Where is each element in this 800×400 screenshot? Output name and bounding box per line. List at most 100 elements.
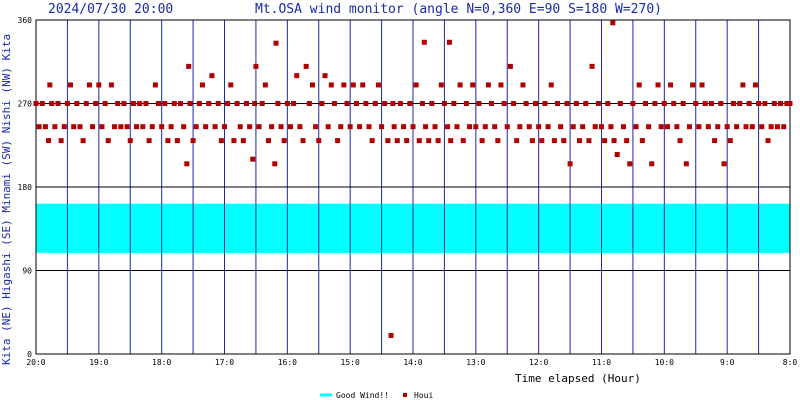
data-point — [171, 101, 177, 106]
x-tick-label: 18:0 — [152, 358, 171, 367]
data-point — [605, 101, 611, 106]
data-point — [485, 82, 491, 88]
data-point — [774, 124, 780, 130]
data-point — [64, 101, 70, 106]
data-point — [457, 82, 463, 88]
data-point — [121, 101, 127, 106]
data-point — [61, 124, 67, 130]
data-point — [319, 101, 325, 106]
data-point — [705, 124, 711, 130]
data-point — [86, 82, 92, 88]
data-point — [265, 138, 271, 144]
data-point — [168, 124, 174, 130]
data-point — [115, 101, 121, 106]
data-point — [602, 138, 608, 144]
x-tick-label: 14:0 — [403, 358, 422, 367]
data-point — [130, 101, 136, 106]
data-point — [287, 124, 293, 130]
data-point — [542, 101, 548, 106]
data-point — [350, 82, 356, 88]
data-point — [558, 124, 564, 130]
data-point — [523, 101, 529, 106]
data-point — [702, 101, 708, 106]
data-point — [614, 152, 620, 158]
data-point — [99, 124, 105, 130]
data-point — [108, 82, 114, 88]
data-point — [664, 124, 670, 130]
data-point — [127, 138, 133, 144]
data-point — [642, 101, 648, 106]
data-point — [68, 82, 74, 88]
data-point — [262, 82, 268, 88]
data-point — [633, 124, 639, 130]
data-point — [225, 101, 231, 106]
data-point — [599, 124, 604, 130]
x-tick-label: 10:0 — [655, 358, 674, 367]
data-point — [331, 101, 337, 106]
x-tick-label: 12:0 — [529, 358, 548, 367]
legend-houi-swatch — [403, 393, 407, 397]
data-point — [511, 101, 517, 106]
data-point — [231, 138, 237, 144]
data-point — [178, 101, 184, 106]
data-point — [36, 124, 42, 130]
data-point — [303, 63, 309, 69]
data-point — [215, 101, 221, 106]
data-point — [181, 124, 187, 130]
data-point — [228, 82, 234, 88]
data-point — [140, 124, 146, 130]
data-point — [83, 101, 89, 106]
data-point — [272, 161, 278, 167]
data-point — [693, 101, 699, 106]
plot-frame — [35, 19, 791, 355]
data-point — [655, 82, 661, 88]
data-point — [429, 101, 435, 106]
data-point — [620, 124, 626, 130]
data-point — [740, 82, 746, 88]
data-point — [636, 82, 642, 88]
header-datetime: 2024/07/30 20:00 — [48, 2, 173, 17]
data-point — [159, 124, 165, 130]
data-point — [203, 124, 209, 130]
data-point — [446, 39, 452, 45]
data-point — [787, 101, 793, 106]
data-point — [284, 101, 290, 106]
data-point — [652, 101, 658, 106]
data-point — [77, 124, 83, 130]
data-point — [470, 82, 476, 88]
data-point — [781, 124, 787, 130]
data-point — [699, 82, 705, 88]
data-point — [360, 82, 366, 88]
data-point — [200, 82, 206, 88]
data-point — [435, 138, 441, 144]
data-point — [586, 138, 592, 144]
data-point — [539, 138, 545, 144]
data-point — [71, 124, 77, 130]
data-point — [344, 101, 350, 106]
data-point — [218, 138, 224, 144]
data-point — [759, 124, 765, 130]
data-point — [507, 63, 513, 69]
data-point — [273, 40, 279, 46]
data-point — [206, 101, 212, 106]
data-point — [156, 101, 162, 106]
data-point — [33, 101, 39, 106]
data-point — [551, 138, 557, 144]
data-point — [721, 161, 727, 167]
data-point — [438, 82, 444, 88]
data-point — [416, 138, 422, 144]
data-point — [730, 101, 736, 106]
data-point — [589, 63, 595, 69]
data-point — [737, 101, 743, 106]
data-point — [646, 124, 652, 130]
data-point — [617, 101, 623, 106]
data-point — [240, 138, 246, 144]
data-point — [686, 124, 692, 130]
data-point — [209, 73, 215, 79]
data-point — [476, 101, 482, 106]
data-point — [432, 124, 438, 130]
data-point — [80, 138, 86, 144]
data-point — [174, 138, 180, 144]
data-point — [567, 161, 573, 167]
data-point — [463, 101, 469, 106]
